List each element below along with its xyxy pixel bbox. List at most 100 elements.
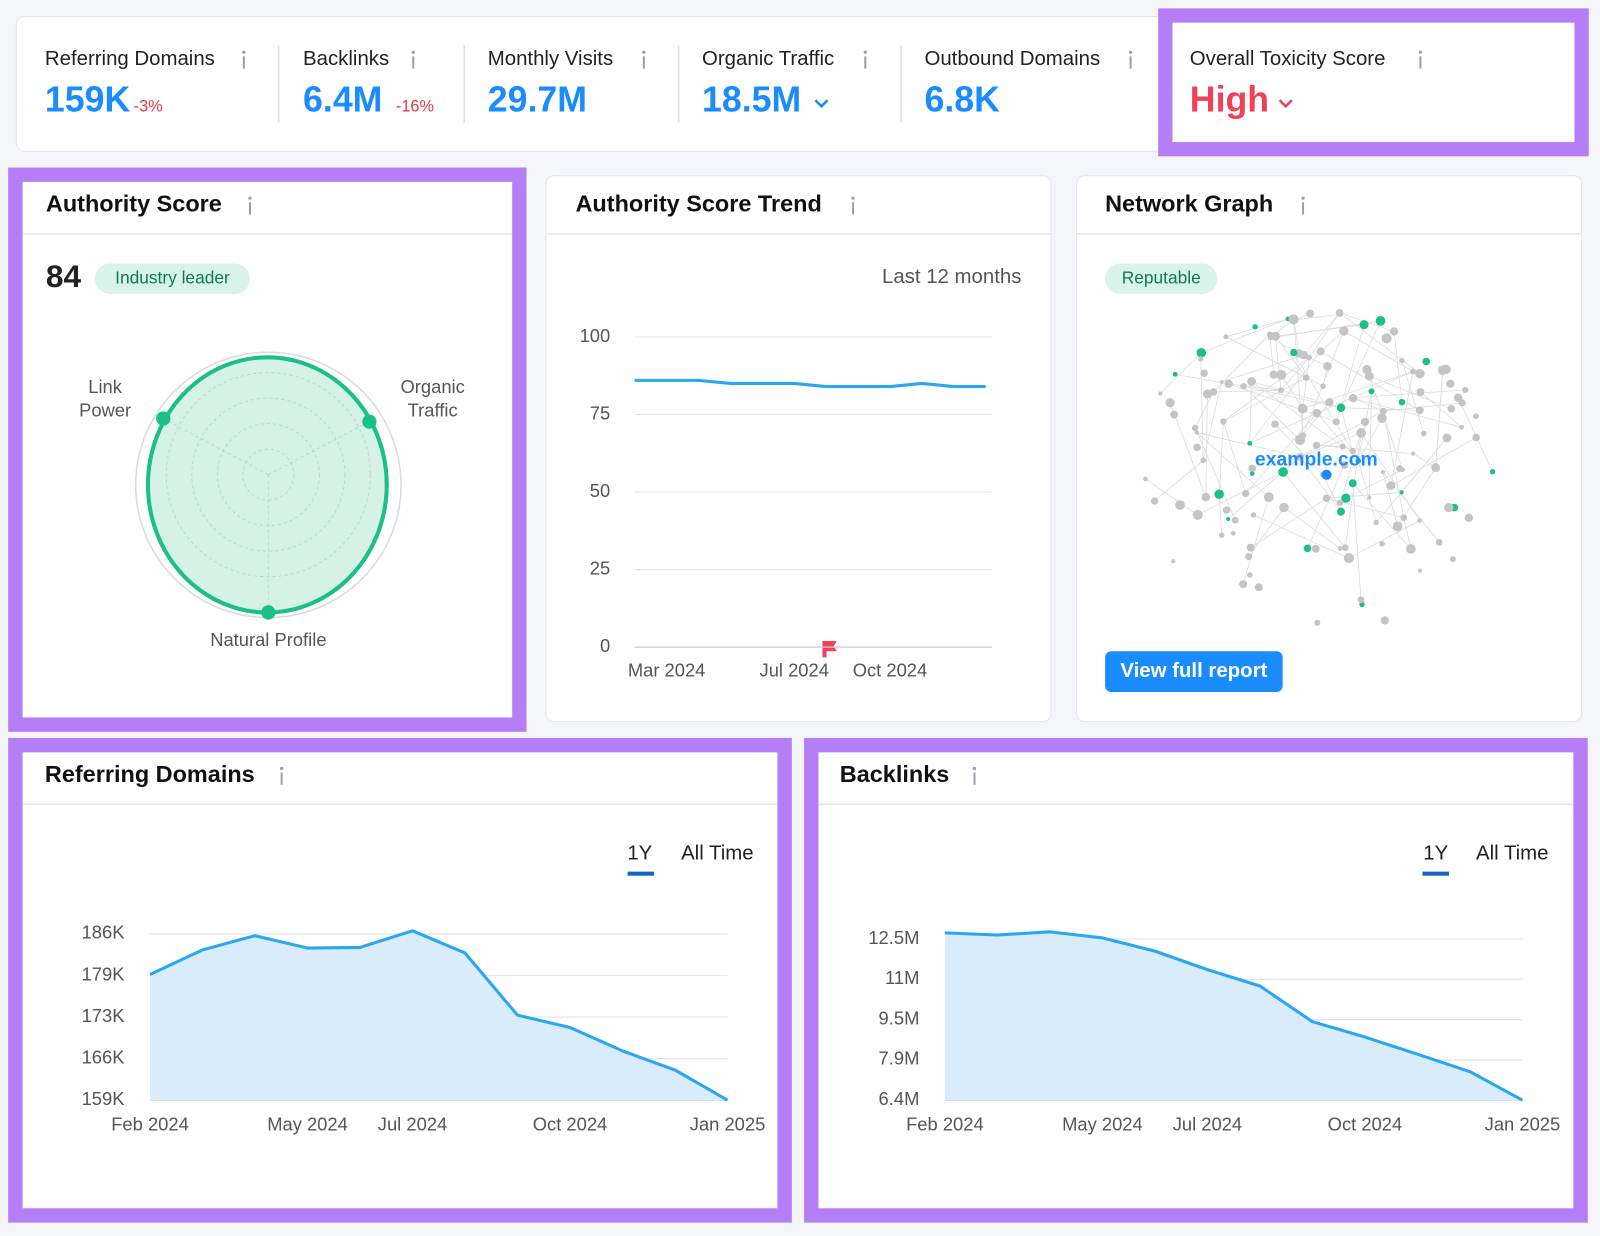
network-node bbox=[1247, 544, 1255, 552]
network-node bbox=[1247, 377, 1256, 386]
y-tick-label: 6.4M bbox=[879, 1088, 920, 1109]
network-node bbox=[1325, 398, 1333, 406]
network-node bbox=[1333, 418, 1340, 425]
network-node bbox=[1393, 522, 1403, 532]
network-node bbox=[1245, 553, 1252, 560]
network-node bbox=[1317, 347, 1325, 355]
network-node bbox=[1195, 430, 1200, 435]
network-node bbox=[1358, 596, 1365, 603]
score: 84 bbox=[46, 258, 82, 294]
report-button-text[interactable]: View full report bbox=[1120, 660, 1267, 682]
chart-subtitle: Last 12 months bbox=[882, 266, 1021, 288]
network-node bbox=[1201, 493, 1210, 502]
network-node bbox=[1278, 387, 1284, 393]
network-node bbox=[1381, 616, 1389, 624]
toxicity-label: Overall Toxicity Score bbox=[1190, 48, 1386, 70]
network-node bbox=[1356, 428, 1366, 438]
x-tick-label: Jan 2025 bbox=[1485, 1114, 1561, 1135]
x-tick-label: Oct 2024 bbox=[533, 1114, 608, 1135]
badge-text: Industry leader bbox=[115, 267, 230, 287]
network-node bbox=[1444, 503, 1453, 512]
network-node bbox=[1406, 544, 1416, 554]
network-node bbox=[1338, 546, 1343, 551]
network-node bbox=[1376, 316, 1386, 326]
metric-change: -3% bbox=[134, 98, 163, 116]
network-node bbox=[1465, 514, 1473, 522]
x-tick-label: Mar 2024 bbox=[628, 659, 706, 680]
network-center-node bbox=[1321, 470, 1331, 480]
network-node bbox=[1400, 514, 1407, 521]
network-node bbox=[1373, 520, 1378, 525]
network-node bbox=[1367, 496, 1371, 500]
network-node bbox=[1314, 620, 1320, 626]
y-tick-label: 25 bbox=[590, 557, 610, 578]
network-node bbox=[1303, 374, 1310, 381]
network-node bbox=[1349, 479, 1357, 487]
y-tick-label: 159K bbox=[82, 1088, 126, 1109]
x-tick-label: Feb 2024 bbox=[111, 1114, 189, 1135]
metric-value: 29.7M bbox=[488, 80, 587, 120]
toggle-underline bbox=[1422, 872, 1449, 876]
network-node bbox=[1193, 444, 1201, 452]
x-tick-label: Jan 2025 bbox=[690, 1114, 766, 1135]
metric-value[interactable]: 18.5M bbox=[702, 80, 801, 120]
network-node bbox=[1337, 403, 1346, 412]
network-node bbox=[1336, 309, 1344, 317]
network-node bbox=[1276, 370, 1286, 380]
network-node bbox=[1462, 387, 1468, 393]
network-node bbox=[1431, 463, 1440, 472]
network-node bbox=[1271, 420, 1278, 427]
network-node bbox=[1396, 465, 1403, 472]
metric-value: 6.4M bbox=[303, 80, 382, 120]
axis-label-box: Organic Traffic bbox=[387, 376, 479, 427]
toggle-underline bbox=[628, 872, 655, 876]
network-node bbox=[1369, 388, 1375, 394]
network-node bbox=[1381, 470, 1385, 474]
toxicity-value[interactable]: High bbox=[1190, 80, 1269, 120]
network-node bbox=[1337, 500, 1343, 506]
network-node bbox=[1214, 489, 1223, 498]
y-tick-label: 0 bbox=[600, 635, 610, 656]
panel-title: Network Graph bbox=[1105, 190, 1273, 216]
panel-title: Authority Score bbox=[46, 190, 222, 216]
network-node bbox=[1459, 425, 1464, 430]
toggle[interactable]: All Time bbox=[1476, 843, 1549, 865]
axis-label-box: Link Power bbox=[64, 376, 146, 427]
network-node bbox=[1380, 408, 1387, 415]
network-node bbox=[1323, 495, 1331, 503]
metrics-bar bbox=[16, 17, 1587, 152]
network-center: example.com bbox=[1255, 449, 1378, 471]
network-node bbox=[1247, 572, 1253, 578]
toggle[interactable]: All Time bbox=[681, 843, 754, 865]
panel-title: Authority Score Trend bbox=[576, 190, 822, 216]
y-tick-label: 7.9M bbox=[879, 1048, 920, 1069]
metric-change: -16% bbox=[396, 98, 434, 116]
network-node bbox=[1251, 512, 1256, 517]
panel-title: Referring Domains bbox=[45, 761, 255, 787]
axis-label: Organic Traffic bbox=[387, 376, 479, 423]
network-node bbox=[1362, 365, 1371, 374]
x-tick-label: Jul 2024 bbox=[760, 659, 829, 680]
network-node bbox=[1173, 372, 1178, 377]
network-node bbox=[1223, 506, 1230, 513]
toggle[interactable]: 1Y bbox=[627, 843, 652, 865]
network-node bbox=[1290, 349, 1297, 356]
network-node bbox=[1295, 435, 1305, 445]
network-node bbox=[1339, 326, 1348, 335]
network-node bbox=[1300, 351, 1308, 359]
toggle[interactable]: 1Y bbox=[1423, 843, 1448, 865]
x-tick-label: Jul 2024 bbox=[1173, 1114, 1242, 1135]
y-tick-label: 12.5M bbox=[868, 927, 919, 948]
network-node bbox=[1421, 431, 1427, 437]
metric-label: Outbound Domains bbox=[924, 48, 1100, 70]
x-tick-label: Oct 2024 bbox=[853, 659, 928, 680]
x-tick-label: Oct 2024 bbox=[1328, 1114, 1403, 1135]
network-node bbox=[1416, 406, 1424, 414]
network-node bbox=[1359, 320, 1368, 329]
y-tick-label: 100 bbox=[580, 325, 611, 346]
metric-label: Organic Traffic bbox=[702, 48, 834, 70]
panel bbox=[546, 176, 1051, 722]
network-node bbox=[1247, 441, 1252, 446]
network-node bbox=[1422, 358, 1430, 366]
